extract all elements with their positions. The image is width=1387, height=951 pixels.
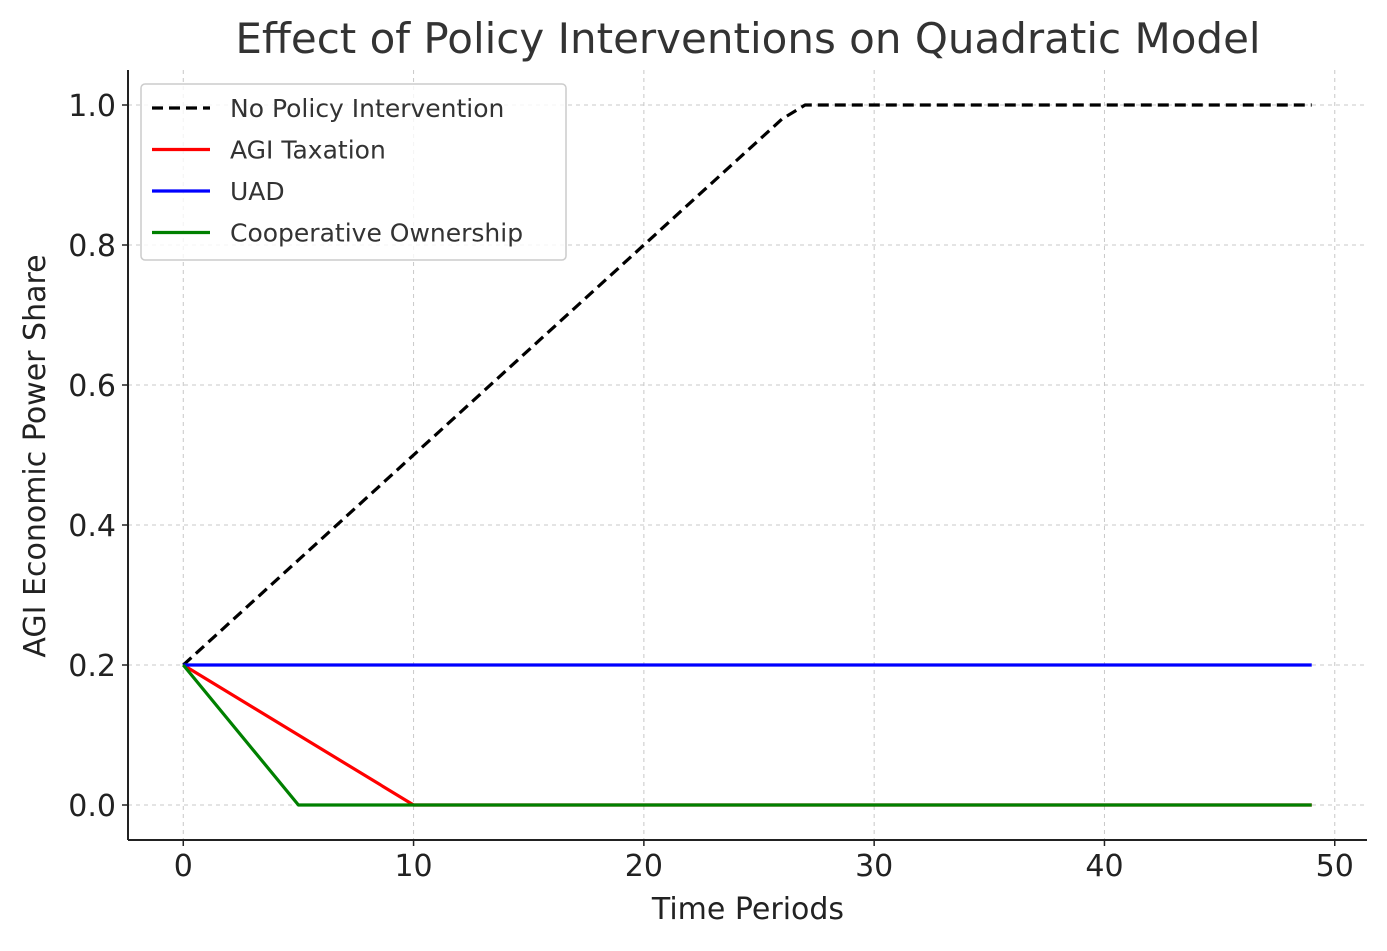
x-tick-label: 20 [625, 849, 663, 884]
y-tick-label: 0.6 [68, 369, 116, 404]
legend-label: No Policy Intervention [230, 94, 504, 123]
x-axis-label: Time Periods [651, 892, 844, 927]
y-tick-label: 0.2 [68, 649, 116, 684]
y-tick-label: 0.0 [68, 789, 116, 824]
x-tick-label: 10 [394, 849, 432, 884]
legend-label: Cooperative Ownership [230, 219, 523, 248]
y-axis-label: AGI Economic Power Share [18, 254, 53, 657]
legend-label: UAD [230, 177, 285, 206]
x-tick-label: 50 [1316, 849, 1354, 884]
labels-layer: Effect of Policy Interventions on Quadra… [18, 14, 1261, 927]
x-tick-label: 0 [174, 849, 193, 884]
series-line-agi-taxation [182, 663, 1312, 807]
y-tick-label: 0.8 [68, 229, 116, 264]
x-tick-label: 40 [1085, 849, 1123, 884]
series-line-no-policy-intervention [182, 103, 1312, 667]
series-layer [182, 103, 1312, 807]
legend-box [140, 83, 567, 261]
axes-layer: 0 10 20 30 40 50 0.0 0.2 0.4 0.6 0.8 1.0 [68, 70, 1367, 884]
series-line-cooperative-ownership [182, 663, 1312, 807]
y-tick-label: 0.4 [68, 509, 116, 544]
y-tick-label: 1.0 [68, 89, 116, 124]
x-tick-label: 30 [855, 849, 893, 884]
legend-label: AGI Taxation [230, 136, 386, 165]
legend: No Policy Intervention AGI Taxation UAD Coo… [140, 83, 567, 261]
chart-title: Effect of Policy Interventions on Quadra… [235, 14, 1260, 63]
